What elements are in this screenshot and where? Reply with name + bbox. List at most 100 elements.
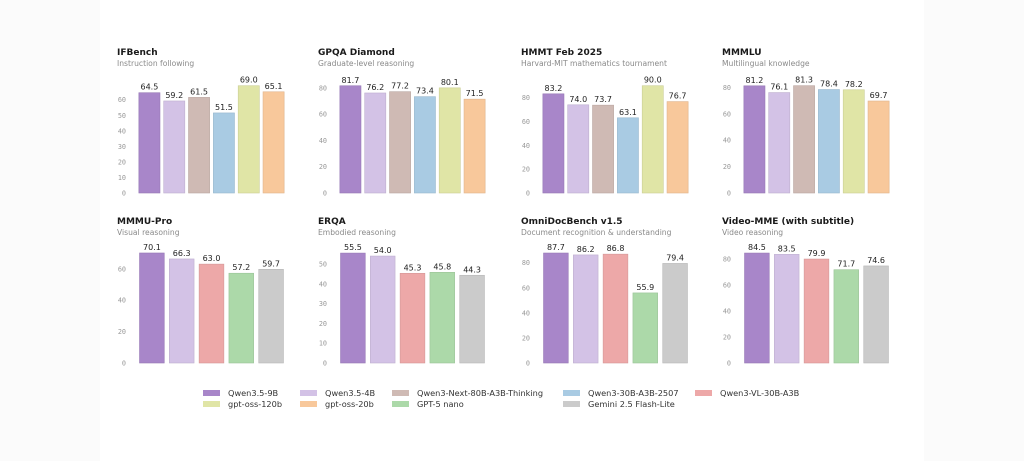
bar — [163, 100, 186, 194]
bar-value-label: 54.0 — [374, 246, 392, 255]
bar — [237, 85, 260, 194]
legend-label: Qwen3-VL-30B-A3B — [720, 387, 800, 398]
legend-swatch — [203, 400, 220, 407]
chart-subtitle: Visual reasoning — [117, 228, 180, 237]
y-tick-label: 60 — [118, 96, 126, 104]
y-tick-label: 0 — [526, 190, 530, 198]
bar-value-label: 65.1 — [265, 82, 283, 91]
y-tick-label: 20 — [522, 166, 530, 174]
bar — [258, 269, 284, 364]
legend-label: gpt-oss-20b — [325, 398, 374, 409]
bar — [364, 92, 387, 194]
bar-value-label: 86.2 — [577, 245, 595, 254]
bar-value-label: 76.1 — [770, 83, 788, 92]
y-tick-label: 0 — [122, 190, 126, 198]
y-tick-label: 60 — [522, 118, 530, 126]
legend-label: gpt-oss-120b — [228, 398, 283, 409]
bar-value-label: 63.0 — [203, 254, 221, 263]
bar-value-label: 83.2 — [545, 84, 563, 93]
bar-value-label: 73.4 — [416, 87, 434, 96]
bar — [662, 263, 688, 364]
y-tick-label: 10 — [118, 174, 126, 182]
bar — [228, 272, 254, 364]
chart-subtitle: Embodied reasoning — [318, 228, 396, 237]
y-tick-label: 40 — [118, 127, 126, 135]
y-tick-label: 0 — [323, 360, 327, 368]
legend-swatch — [392, 389, 409, 396]
y-tick-label: 80 — [319, 84, 327, 92]
bar — [573, 254, 599, 364]
chart-subtitle: Document recognition & understanding — [521, 228, 672, 237]
y-tick-label: 10 — [319, 340, 327, 348]
y-tick-label: 0 — [727, 190, 731, 198]
bar-value-label: 79.4 — [666, 253, 684, 262]
bar — [617, 117, 639, 194]
bar — [198, 263, 225, 364]
legend-swatch — [300, 389, 317, 396]
bar-value-label: 71.5 — [466, 89, 484, 98]
bar-value-label: 69.0 — [240, 76, 258, 85]
bar-value-label: 81.7 — [342, 76, 360, 85]
bar-value-label: 63.1 — [619, 108, 637, 117]
bar — [262, 91, 285, 194]
bar-value-label: 86.8 — [607, 244, 625, 253]
chart-title: HMMT Feb 2025 — [521, 48, 602, 58]
bar — [774, 254, 800, 364]
bar — [602, 253, 629, 364]
bar — [169, 258, 195, 364]
y-tick-label: 80 — [723, 255, 731, 263]
y-tick-label: 60 — [118, 265, 126, 273]
chart-title: OmniDocBench v1.5 — [521, 217, 623, 227]
y-tick-label: 0 — [526, 360, 530, 368]
y-tick-label: 60 — [723, 110, 731, 118]
chart-title: IFBench — [117, 48, 158, 58]
bar — [459, 274, 485, 364]
legend-swatch — [300, 400, 317, 407]
bar — [867, 100, 890, 194]
y-tick-label: 60 — [723, 281, 731, 289]
bar-value-label: 83.5 — [778, 244, 796, 253]
y-tick-label: 30 — [118, 143, 126, 151]
legend-item: Gemini 2.5 Flash-Lite — [563, 398, 675, 409]
legend-label: Gemini 2.5 Flash-Lite — [588, 398, 675, 409]
bar-value-label: 70.1 — [143, 243, 161, 252]
chart-subtitle: Harvard-MIT mathematics tournament — [521, 59, 667, 68]
bar — [768, 92, 791, 194]
y-tick-label: 20 — [723, 163, 731, 171]
bar — [641, 85, 664, 194]
y-tick-label: 20 — [118, 328, 126, 336]
bar — [793, 85, 815, 194]
y-tick-label: 0 — [122, 360, 126, 368]
figure-canvas: IFBench Instruction following 0 10 20 30 40 50 6… — [100, 0, 924, 461]
y-tick-label: 40 — [723, 307, 731, 315]
bar — [340, 252, 366, 364]
bar — [592, 104, 614, 194]
y-tick-label: 30 — [319, 300, 327, 308]
y-tick-label: 40 — [522, 309, 530, 317]
bar-value-label: 44.3 — [463, 265, 481, 274]
bar — [429, 271, 455, 364]
bar — [438, 87, 461, 194]
bar — [666, 101, 689, 194]
y-tick-label: 40 — [118, 297, 126, 305]
bar-value-label: 78.2 — [845, 80, 863, 89]
legend-swatch — [695, 389, 712, 396]
bar-value-label: 59.2 — [165, 91, 183, 100]
bar — [863, 265, 889, 364]
legend-label: GPT-5 nano — [417, 398, 464, 409]
bar — [744, 252, 770, 364]
y-tick-label: 20 — [319, 163, 327, 171]
legend-label: Qwen3.5-9B — [228, 387, 279, 398]
bar — [818, 89, 840, 194]
y-tick-label: 50 — [319, 260, 327, 268]
legend-swatch — [392, 400, 409, 407]
legend-label: Qwen3-Next-80B-A3B-Thinking — [417, 387, 544, 398]
bar-value-label: 69.7 — [870, 91, 888, 100]
y-tick-label: 60 — [522, 284, 530, 292]
